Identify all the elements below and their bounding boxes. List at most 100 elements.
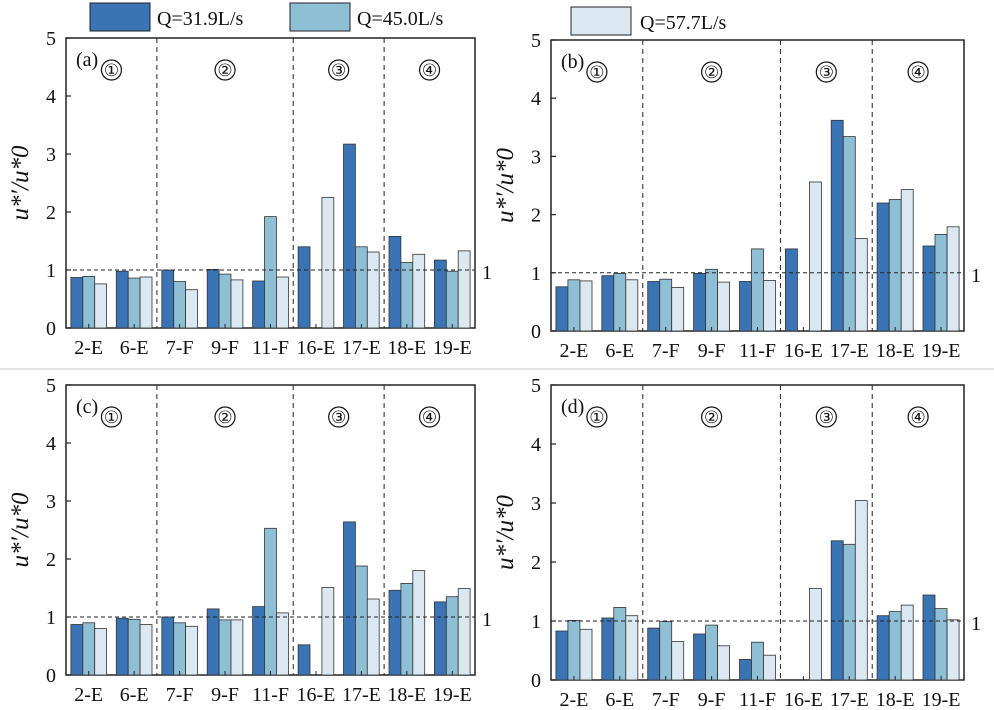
bar	[613, 607, 627, 681]
bar	[185, 289, 198, 329]
y-tick-label: 0	[46, 318, 56, 340]
reference-line-label: 1	[971, 613, 981, 635]
bar	[830, 540, 844, 681]
x-tick-label: 11-F	[739, 340, 776, 362]
legend: Q=31.9L/s Q=45.0L/s Q=57.7L/s	[89, 2, 726, 36]
zone-marker: ③	[328, 406, 350, 428]
y-tick-label: 2	[531, 552, 541, 574]
zone-label: ①	[104, 408, 119, 427]
bar	[94, 628, 107, 676]
zone-circle-icon	[907, 61, 929, 83]
bar	[946, 226, 960, 332]
bar	[934, 233, 948, 332]
bar	[276, 612, 289, 676]
bar	[854, 500, 868, 681]
bar	[445, 270, 459, 329]
y-tick-label: 0	[531, 321, 541, 343]
zone-marker: ③	[815, 406, 837, 428]
zone-label: ④	[910, 408, 925, 427]
zone-label: ③	[331, 408, 346, 427]
reference-line-label: 1	[482, 262, 492, 284]
y-axis-title: u*′/u*0	[7, 145, 34, 220]
bar	[82, 275, 96, 329]
bar	[922, 594, 936, 681]
y-tick-label: 2	[46, 549, 56, 571]
bar	[433, 601, 447, 676]
zone-marker: ④	[418, 59, 441, 81]
zone-marker: ②	[214, 406, 236, 428]
bar	[218, 619, 232, 676]
x-tick-label: 17-E	[342, 684, 381, 706]
bar	[94, 283, 107, 329]
zone-marker: ②	[701, 406, 723, 428]
bar	[647, 281, 661, 332]
bar	[763, 279, 776, 332]
y-tick-label: 2	[46, 202, 56, 224]
bar	[751, 248, 764, 332]
zone-marker: ①	[586, 61, 608, 83]
bar	[647, 627, 661, 681]
bar	[252, 280, 265, 329]
zone-circle-icon	[586, 406, 608, 428]
bar	[659, 621, 673, 681]
x-tick-label: 11-F	[739, 689, 776, 710]
zone-circle-icon	[418, 406, 441, 428]
zone-label: ③	[819, 63, 834, 82]
bar	[579, 280, 593, 332]
zone-circle-icon	[418, 59, 441, 81]
bar	[115, 270, 129, 329]
zone-label: ②	[704, 63, 719, 82]
x-tick-label: 16-E	[784, 689, 823, 710]
bar	[717, 281, 730, 332]
x-tick-label: 6-E	[120, 337, 149, 359]
bar	[613, 272, 627, 332]
bar	[785, 248, 798, 332]
zone-label: ②	[217, 61, 232, 80]
bar	[139, 276, 153, 329]
bar	[173, 281, 186, 329]
bar	[555, 286, 569, 332]
x-tick-label: 7-F	[166, 684, 194, 706]
x-tick-label: 2-E	[559, 340, 588, 362]
bar	[888, 199, 902, 332]
x-tick-label: 18-E	[876, 689, 915, 710]
x-tick-label: 18-E	[876, 340, 915, 362]
bar	[457, 250, 471, 329]
x-tick-label: 18-E	[387, 684, 426, 706]
bar	[457, 588, 471, 676]
x-tick-label: 9-F	[698, 340, 726, 362]
zone-marker: ②	[214, 59, 236, 81]
bar	[830, 119, 844, 332]
bar	[809, 588, 822, 681]
bar	[412, 253, 426, 329]
zone-label: ③	[331, 61, 346, 80]
bar	[763, 654, 776, 681]
y-tick-label: 0	[531, 670, 541, 692]
panel-a: ① ② ③ ④ 1 0 1 2 3 4 5 2-E 6-E 7-F 9-F 11-F 16-E 17-E 18-E 1…	[7, 28, 492, 359]
bar	[900, 189, 914, 332]
bar	[445, 596, 459, 676]
panel-label: (b)	[561, 51, 584, 73]
bar	[161, 269, 175, 329]
bar	[343, 521, 356, 676]
bar	[625, 279, 639, 332]
bar	[161, 616, 175, 676]
bar	[366, 251, 380, 329]
panel-b: ① ② ③ ④ 1 0 1 2 3 4 5 2-E 6-E 7-F 9-F 11-F 16-E 17-E 18-E 1…	[492, 30, 981, 362]
zone-label: ③	[819, 408, 834, 427]
bar	[127, 618, 141, 676]
y-axis-title: u*′/u*0	[7, 492, 34, 567]
bar	[388, 235, 402, 329]
bar	[888, 611, 902, 681]
zone-circle-icon	[907, 406, 929, 428]
legend-swatch	[289, 2, 351, 32]
y-tick-label: 4	[46, 433, 56, 455]
y-tick-label: 3	[531, 493, 541, 515]
bar	[185, 625, 198, 676]
zone-label: ④	[910, 63, 925, 82]
y-tick-label: 1	[531, 611, 541, 633]
panel-c: ① ② ③ ④ 1 0 1 2 3 4 5 2-E 6-E 7-F 9-F 11-F 16-E 17-E 18-E 1…	[7, 375, 492, 706]
x-tick-label: 18-E	[387, 337, 426, 359]
bar	[218, 273, 232, 329]
panel-d: ① ② ③ ④ 1 0 1 2 3 4 5 2-E 6-E 7-F 9-F 11-F 16-E 17-E 18-E 1…	[492, 375, 981, 710]
